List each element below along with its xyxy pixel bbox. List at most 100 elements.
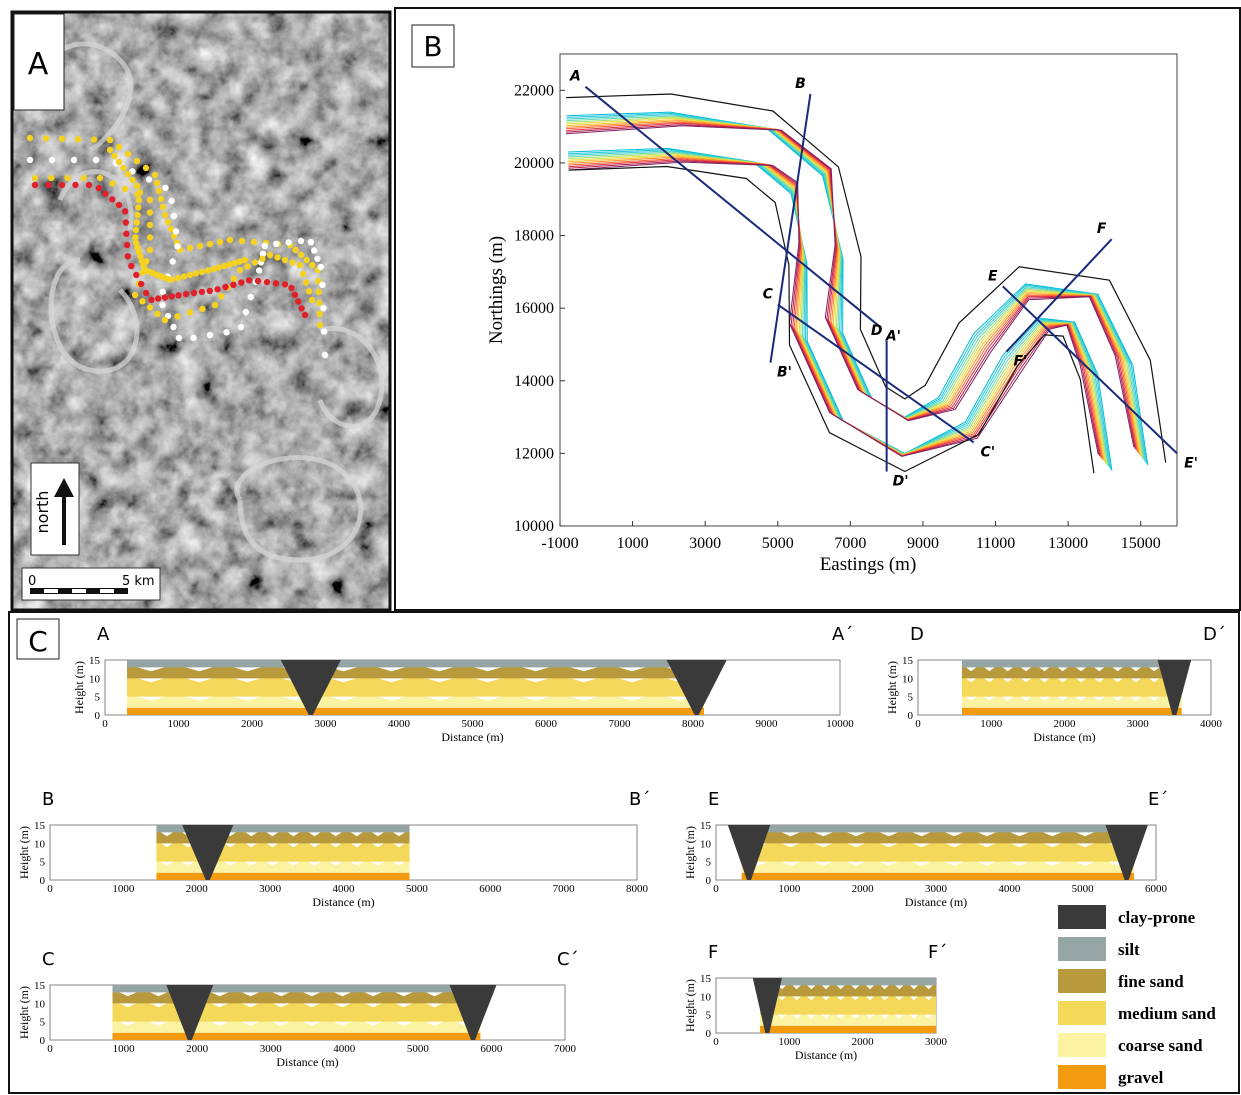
- x-tick-label: 1000: [980, 718, 1003, 730]
- trace-dot-2: [48, 174, 55, 182]
- x-tick-label: 10000: [826, 718, 854, 730]
- x-tick-label: 6000: [1145, 883, 1168, 895]
- layer-gravel: [961, 707, 1182, 715]
- x-axis-title: Distance (m): [905, 895, 967, 909]
- scale-text: 5 km: [122, 574, 155, 589]
- trace-dot-1: [170, 212, 177, 220]
- section-label-end: F': [1013, 354, 1027, 370]
- trace-dot-0: [159, 203, 167, 211]
- trace-dot-1: [169, 258, 176, 265]
- trace-dot-0: [315, 288, 322, 296]
- section-label-end: D': [893, 474, 909, 490]
- trace-dot-0: [157, 195, 165, 203]
- x-tick-label: 7000: [834, 535, 866, 552]
- section-line-C: [777, 303, 975, 444]
- x-axis-title: Distance (m): [276, 1055, 338, 1069]
- trace-dot-3: [143, 289, 150, 297]
- x-tick-label: 8000: [626, 883, 649, 895]
- trace-dot-2: [154, 310, 161, 317]
- trace-dot-3: [254, 277, 262, 285]
- trace-dot-2: [244, 263, 251, 270]
- trace-dot-1: [170, 323, 177, 331]
- trace-dot-4: [129, 176, 136, 184]
- panel-b-frame: [394, 7, 1241, 611]
- trace-dot-4: [115, 158, 123, 166]
- trace-dot-3: [58, 181, 66, 189]
- trace-dot-3: [121, 208, 129, 215]
- layer-coarse-sand: [760, 1011, 936, 1026]
- trace-dot-0: [196, 242, 204, 250]
- y-tick-label: 10: [700, 991, 712, 1003]
- trace-dot-0: [115, 143, 123, 151]
- clay-plug: [666, 660, 727, 715]
- trace-dot-1: [159, 288, 166, 295]
- x-tick-label: 7000: [553, 883, 576, 895]
- trace-dot-0: [133, 157, 141, 165]
- migration-line: [565, 125, 1135, 448]
- trace-dot-2: [199, 305, 206, 312]
- x-tick-label: 0: [47, 883, 53, 895]
- trace-dot-1: [162, 184, 169, 191]
- trace-dot-3: [222, 283, 229, 291]
- x-tick-label: 4000: [998, 883, 1021, 895]
- x-axis-title: Distance (m): [1033, 730, 1095, 744]
- trace-dot-0: [216, 238, 224, 246]
- layer-fine-sand: [127, 664, 705, 679]
- trace-dot-0: [124, 150, 132, 158]
- panel-c-label: C: [28, 625, 48, 658]
- trace-dot-0: [303, 256, 310, 264]
- x-tick-label: 1000: [113, 1043, 136, 1055]
- x-axis-title: Eastings (m): [820, 554, 917, 575]
- trace-dot-2: [236, 266, 244, 274]
- trace-dot-4: [226, 261, 233, 268]
- y-tick-label: 16000: [514, 300, 554, 317]
- layer-silt: [760, 978, 936, 986]
- trace-dot-2: [251, 259, 259, 266]
- trace-dot-0: [309, 261, 316, 269]
- trace-dot-2: [211, 301, 219, 309]
- trace-dot-2: [64, 174, 71, 182]
- panel-a: A north 0 5 km: [10, 10, 392, 612]
- clay-plug: [182, 825, 234, 880]
- clay-plug: [166, 985, 214, 1040]
- clay-plug: [1157, 660, 1192, 715]
- panel-b-label-box: [411, 24, 455, 68]
- trace-dot-1: [273, 240, 280, 247]
- trace-dot-1: [175, 334, 183, 342]
- trace-dot-4: [135, 196, 143, 204]
- section-line-B: [769, 93, 812, 363]
- trace-dot-1: [259, 250, 267, 258]
- section-end-label: E´: [1148, 789, 1168, 810]
- trace-dot-1: [307, 239, 315, 246]
- trace-dot-0: [298, 251, 305, 259]
- trace-dot-0: [106, 136, 114, 144]
- channel-belt-boundary: [568, 165, 1095, 474]
- trace-dot-1: [320, 305, 327, 312]
- trace-dot-0: [238, 237, 246, 245]
- section-label-start: C: [763, 287, 774, 303]
- trace-dot-0: [186, 244, 194, 252]
- x-tick-label: 2000: [241, 718, 264, 730]
- trace-dot-2: [80, 174, 88, 182]
- y-tick-label: 10: [89, 673, 101, 685]
- x-tick-label: 3000: [1127, 718, 1150, 730]
- trace-dot-1: [237, 324, 245, 331]
- north-arrow-icon: [54, 478, 74, 545]
- x-tick-label: 4000: [388, 718, 411, 730]
- trace-dot-1: [311, 247, 318, 254]
- section-end-label: D´: [1203, 624, 1226, 645]
- trace-dot-1: [285, 239, 292, 246]
- y-tick-label: 0: [40, 875, 46, 887]
- trace-dot-2: [31, 174, 39, 182]
- trace-dot-3: [123, 230, 130, 237]
- x-tick-label: 1000: [778, 883, 801, 895]
- trace-dot-0: [161, 211, 169, 219]
- y-tick-label: 10: [902, 673, 914, 685]
- x-tick-label: 9000: [756, 718, 779, 730]
- trace-dot-4: [236, 258, 243, 265]
- x-tick-label: 1000: [168, 718, 191, 730]
- trace-dot-1: [317, 263, 324, 271]
- legend-swatch: [1058, 1001, 1106, 1025]
- trace-dot-1: [174, 243, 181, 250]
- trace-dot-4: [204, 267, 212, 274]
